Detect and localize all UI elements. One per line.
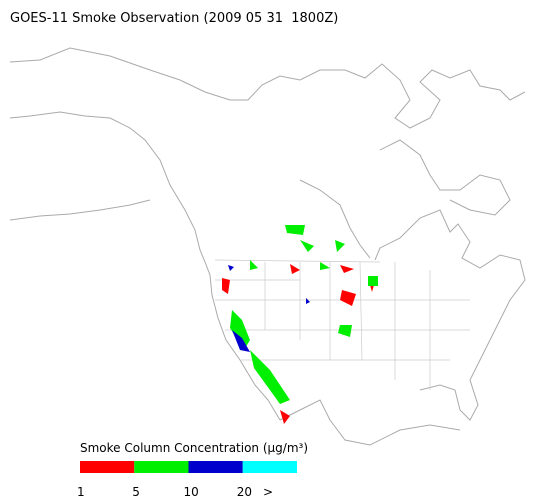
legend-title: Smoke Column Concentration (μg/m³) [80, 441, 308, 455]
base-map [9, 47, 526, 446]
color-tick-label: > [263, 485, 273, 499]
color-tick-label: 5 [132, 485, 140, 499]
color-swatch [134, 461, 189, 473]
legend: Smoke Column Concentration (μg/m³) 1 5 10 2… [77, 441, 308, 499]
color-tick-label: 10 [184, 485, 199, 499]
title: GOES-11 Smoke Observation (2009 05 31 18… [10, 11, 338, 26]
color-tick-label: 1 [77, 485, 85, 499]
color-swatch [80, 461, 135, 473]
color-swatch [188, 461, 243, 473]
color-tick-label: 20 [237, 485, 252, 499]
color-swatch [242, 461, 297, 473]
